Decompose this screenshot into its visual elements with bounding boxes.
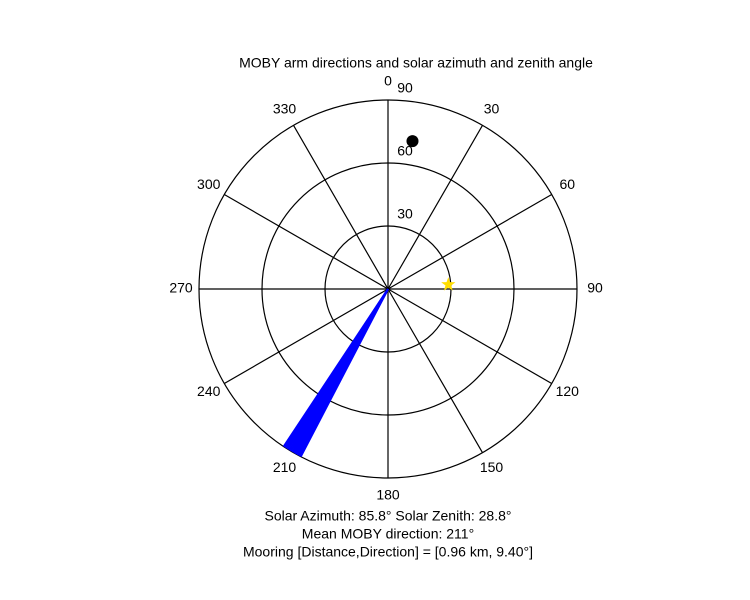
theta-tick-label: 210 [273, 459, 297, 475]
spoke [387, 125, 484, 290]
spoke [387, 288, 484, 453]
sun-marker [441, 277, 456, 291]
theta-tick-label: 120 [556, 383, 580, 399]
spoke [387, 193, 552, 290]
spoke [292, 125, 389, 290]
arm-direction [282, 288, 389, 448]
theta-tick-label: 240 [197, 383, 221, 399]
annotation: Solar Azimuth: 85.8° Solar Zenith: 28.8° [265, 508, 512, 524]
annotation: Mooring [Distance,Direction] = [0.96 km,… [243, 544, 533, 560]
theta-tick-label: 180 [376, 487, 400, 503]
spoke [224, 193, 389, 290]
chart-title: MOBY arm directions and solar azimuth an… [239, 55, 593, 71]
theta-tick-label: 90 [587, 280, 603, 296]
theta-tick-label: 330 [273, 100, 297, 116]
theta-tick-label: 0 [384, 73, 392, 89]
spoke [224, 288, 389, 385]
theta-tick-label: 150 [480, 459, 504, 475]
theta-tick-label: 300 [197, 176, 221, 192]
annotation: Mean MOBY direction: 211° [302, 526, 474, 542]
theta-tick-label: 60 [559, 176, 575, 192]
r-tick-label: 60 [397, 143, 413, 159]
theta-tick-label: 30 [484, 100, 500, 116]
r-tick-label: 30 [397, 206, 413, 222]
theta-tick-label: 270 [169, 280, 193, 296]
spoke [387, 288, 552, 385]
mooring-marker [406, 135, 419, 148]
r-tick-label: 90 [397, 80, 413, 96]
